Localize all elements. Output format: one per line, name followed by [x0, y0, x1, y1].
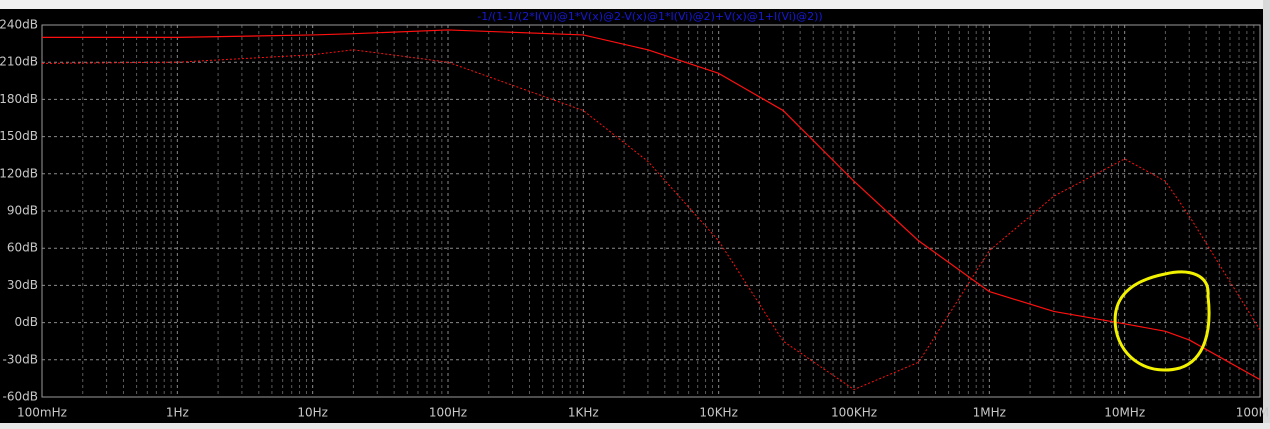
highlight-circle [1113, 270, 1211, 372]
y-tick-label: 240dB [0, 18, 38, 32]
x-tick-label: 100mHz [17, 406, 67, 420]
y-tick-label: 150dB [0, 129, 38, 143]
x-tick-label: 10MHz [1104, 406, 1145, 420]
y-tick-label: -60dB [3, 390, 38, 404]
y-tick-label: 30dB [7, 278, 38, 292]
window-top [0, 0, 1270, 9]
series-line [41, 49, 1261, 391]
chart-title: -1/(1-1/(2*I(Vi)@1*V(x)@2-V(x)@1*I(Vi)@2… [477, 10, 822, 23]
x-tick-label: 10KHz [699, 406, 737, 420]
y-tick-label: 180dB [0, 92, 38, 106]
y-tick-label: 0dB [15, 315, 38, 329]
window-bottom [0, 423, 1270, 429]
y-tick-label: 120dB [0, 166, 38, 180]
series-line [42, 29, 1261, 381]
plot-frame [41, 24, 1261, 398]
y-tick-label: 90dB [7, 204, 38, 218]
y-tick-label: 210dB [0, 55, 38, 69]
x-tick-label: 100MHz [1236, 406, 1270, 420]
y-tick-label: 60dB [7, 241, 38, 255]
x-tick-label: 1MHz [973, 406, 1006, 420]
y-tick-label: -30dB [3, 352, 38, 366]
x-tick-label: 1KHz [568, 406, 599, 420]
curves [41, 29, 1261, 391]
grid [41, 24, 1261, 398]
x-tick-label: 10Hz [297, 406, 328, 420]
x-tick-label: 1Hz [166, 406, 189, 420]
window-border [1263, 0, 1270, 429]
x-tick-label: 100Hz [429, 406, 467, 420]
x-tick-label: 100KHz [831, 406, 877, 420]
